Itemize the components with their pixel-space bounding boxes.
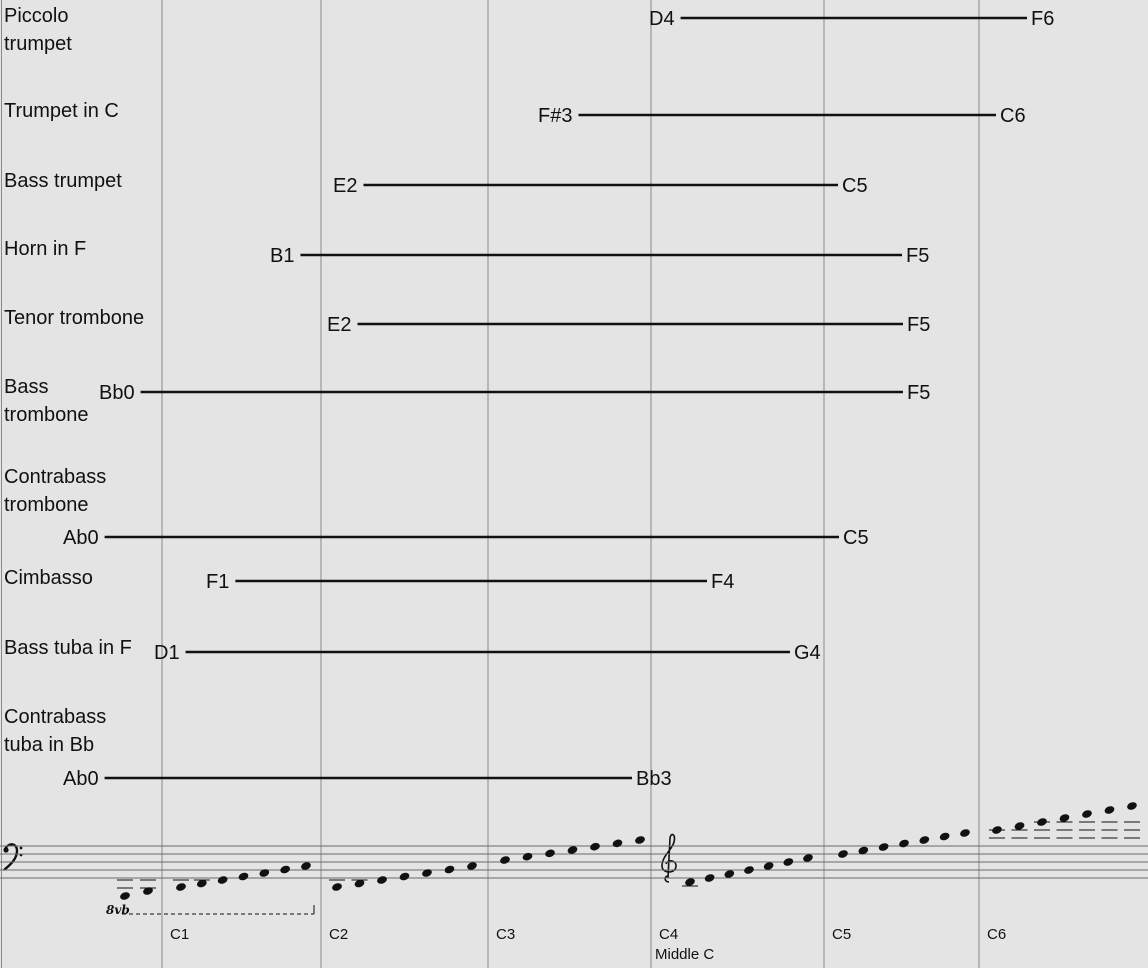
- note-head: [238, 872, 249, 881]
- instrument-name: Contrabass: [4, 466, 106, 488]
- note-head: [332, 883, 342, 891]
- note-head: [217, 876, 228, 884]
- instrument-name: Bass tuba in F: [4, 637, 132, 659]
- note-head: [143, 887, 153, 895]
- note-head: [467, 862, 477, 870]
- note-head: [1104, 806, 1115, 814]
- octave-label-C5: C5: [832, 926, 851, 943]
- note-head: [1014, 822, 1025, 830]
- note-head: [724, 870, 735, 878]
- instrument-name: Bass: [4, 376, 48, 398]
- note-head: [878, 843, 889, 851]
- note-head: [590, 842, 600, 851]
- instrument-name: Horn in F: [4, 238, 86, 260]
- note-head: [377, 876, 387, 884]
- range-high-label: F4: [711, 571, 734, 593]
- instrument-labels: D4 F6 Piccolo trumpet F#3 C6 Trumpet in C E2 C5 B…: [4, 5, 1054, 790]
- note-head: [399, 872, 410, 881]
- note-head: [783, 858, 794, 866]
- instrument-name: Cimbasso: [4, 567, 93, 589]
- note-head: [763, 862, 774, 870]
- note-head: [939, 832, 950, 841]
- note-head: [500, 856, 510, 864]
- instrument-name: Tenor trombone: [4, 307, 144, 329]
- octave-gridlines: [1, 0, 980, 968]
- instrument-name: trumpet: [4, 33, 72, 55]
- octave-label-C3: C3: [496, 926, 515, 943]
- note-head: [120, 892, 130, 900]
- note-head: [919, 836, 930, 844]
- range-bars: [104, 16, 1027, 780]
- range-low-label: E2: [327, 314, 351, 336]
- note-head: [354, 879, 365, 888]
- note-head: [685, 878, 695, 886]
- instrument-name: tuba in Bb: [4, 734, 94, 756]
- note-head: [635, 836, 645, 844]
- range-low-label: Ab0: [63, 768, 99, 790]
- ottava-bassa-marking: 8vb: [106, 903, 315, 917]
- octave-labels: C1 C2 C3 C4 C5 C6 Middle C: [170, 926, 1006, 963]
- range-high-label: F5: [907, 314, 930, 336]
- instrument-name: Trumpet in C: [4, 100, 119, 122]
- note-head: [858, 846, 869, 855]
- note-head: [522, 852, 533, 861]
- note-head: [422, 869, 432, 877]
- range-high-label: C6: [1000, 105, 1026, 127]
- keyboard-staff: 8vb: [0, 802, 1148, 917]
- note-head: [444, 865, 455, 874]
- range-low-label: E2: [333, 175, 357, 197]
- range-low-label: F1: [206, 571, 229, 593]
- instrument-name: Piccolo: [4, 5, 68, 27]
- note-head: [899, 839, 909, 848]
- note-head: [301, 862, 311, 870]
- range-high-label: F5: [906, 245, 929, 267]
- note-head: [744, 866, 754, 874]
- range-low-label: D4: [649, 8, 675, 30]
- range-high-label: F6: [1031, 8, 1054, 30]
- range-high-label: F5: [907, 382, 930, 404]
- middle-c-label: Middle C: [655, 946, 714, 963]
- range-high-label: G4: [794, 642, 821, 664]
- instrument-name: trombone: [4, 494, 89, 516]
- note-head: [803, 854, 813, 862]
- octave-label-C1: C1: [170, 926, 189, 943]
- octave-label-C2: C2: [329, 926, 348, 943]
- range-low-label: Bb0: [99, 382, 135, 404]
- octave-label-C6: C6: [987, 926, 1006, 943]
- ottava-label: 8vb: [106, 903, 130, 917]
- note-head: [259, 869, 270, 877]
- note-head: [838, 850, 848, 858]
- range-high-label: C5: [842, 175, 868, 197]
- note-head: [704, 874, 715, 882]
- octave-label-C4: C4: [659, 926, 678, 943]
- range-low-label: Ab0: [63, 527, 99, 549]
- range-low-label: B1: [270, 245, 294, 267]
- instrument-name: Contrabass: [4, 706, 106, 728]
- instrument-name: trombone: [4, 404, 89, 426]
- note-head: [545, 849, 555, 858]
- note-head: [1127, 802, 1137, 810]
- note-head: [612, 839, 623, 848]
- note-head: [1082, 810, 1092, 818]
- range-low-label: D1: [154, 642, 180, 664]
- note-head: [196, 879, 207, 888]
- note-head: [176, 883, 186, 891]
- instrument-name: Bass trumpet: [4, 170, 122, 192]
- note-head: [567, 846, 578, 854]
- note-head: [280, 865, 291, 874]
- range-high-label: C5: [843, 527, 869, 549]
- note-head: [960, 829, 970, 837]
- range-low-label: F#3: [538, 105, 572, 127]
- note-head: [1059, 814, 1070, 822]
- range-high-label: Bb3: [636, 768, 672, 790]
